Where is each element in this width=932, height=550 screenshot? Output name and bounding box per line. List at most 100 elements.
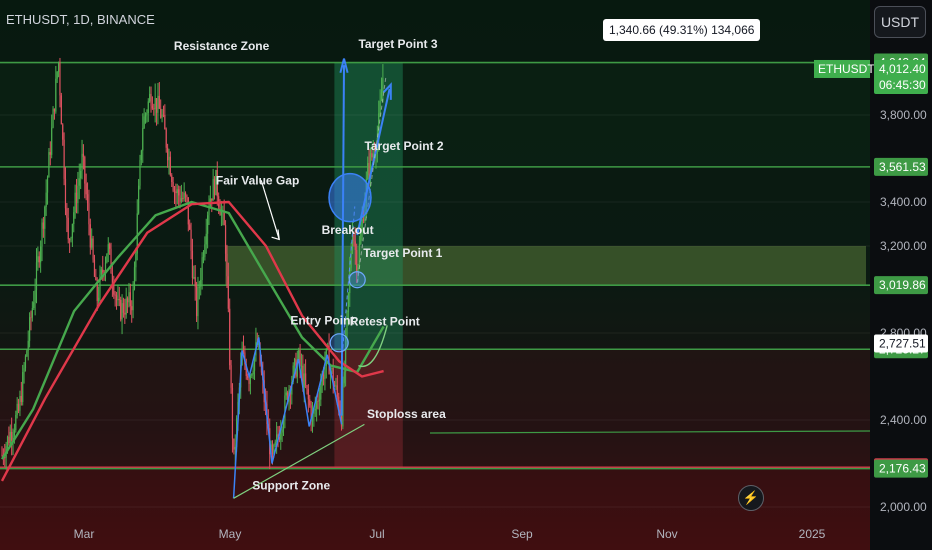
candle-body — [69, 239, 71, 241]
candle-body — [356, 250, 358, 275]
lightning-icon[interactable]: ⚡ — [738, 485, 764, 511]
candle-body — [176, 189, 178, 194]
candle-body — [178, 189, 180, 196]
candle-body — [277, 434, 279, 437]
candle-body — [99, 274, 101, 298]
candle-body — [200, 279, 202, 287]
candle-body — [89, 224, 91, 248]
candle-body — [342, 383, 344, 427]
candle-body — [133, 267, 136, 290]
candle-body — [91, 238, 93, 248]
candle-body — [71, 223, 73, 238]
candle-body — [96, 279, 98, 301]
candle-body — [242, 350, 245, 353]
candle-body — [42, 222, 44, 229]
candle-body — [168, 156, 170, 161]
candle-body — [234, 446, 236, 450]
candle-body — [122, 303, 125, 313]
candle-body — [191, 250, 194, 278]
candle-body — [280, 432, 282, 440]
measure-arrow — [340, 65, 345, 416]
candle-body — [311, 413, 314, 422]
x-tick-label: Sep — [511, 527, 533, 541]
candle-body — [336, 385, 338, 397]
candle-body — [51, 127, 53, 155]
candle-body — [121, 303, 123, 320]
candle-body — [151, 105, 154, 109]
current-price-tag-bg — [874, 59, 928, 94]
moving-average-red — [0, 200, 384, 482]
candle-body — [293, 359, 296, 366]
candle-body — [113, 283, 115, 295]
candle-body — [321, 374, 323, 387]
currency-button[interactable]: USDT — [874, 6, 926, 38]
candle-body — [189, 224, 191, 230]
current-price-tag: 4,012.40 — [879, 62, 926, 76]
annotation-label: Target Point 3 — [358, 37, 437, 51]
candle-body — [93, 259, 96, 277]
candle-body — [230, 365, 232, 388]
candle-body — [317, 401, 319, 403]
candle-body — [40, 246, 42, 263]
candle-body — [183, 192, 185, 199]
candle-body — [197, 287, 199, 317]
candle-body — [85, 183, 87, 195]
candle-body — [378, 113, 380, 139]
candle-body — [23, 368, 25, 373]
candle-body — [31, 308, 33, 318]
candle-body — [12, 435, 14, 441]
lower-band — [0, 349, 870, 468]
candle-body — [281, 429, 283, 433]
candle-body — [354, 241, 356, 251]
candle-body — [284, 395, 286, 421]
candle-body — [204, 244, 206, 257]
candle-body — [80, 171, 82, 179]
candle-body — [143, 116, 145, 129]
candle-body — [299, 350, 301, 366]
annotation-label: Fair Value Gap — [216, 174, 299, 188]
candle-body — [154, 98, 156, 110]
candle-body — [287, 392, 289, 402]
y-tick-label: 3,800.00 — [880, 108, 927, 122]
candle-body — [253, 355, 256, 371]
annotation-label: Target Point 1 — [363, 246, 442, 260]
candle-body — [155, 98, 158, 113]
zigzag-pattern — [232, 337, 343, 499]
retest-curve — [358, 325, 388, 368]
candle-body — [208, 206, 210, 216]
candle-body — [194, 277, 196, 287]
candle-body — [75, 192, 78, 204]
candle-body — [302, 365, 304, 388]
candle-body — [160, 108, 162, 118]
candle-body — [338, 396, 340, 410]
y-tick-label: 2,400.00 — [880, 413, 927, 427]
candle-body — [292, 365, 294, 382]
x-tick-label: Jul — [369, 527, 384, 541]
candle-body — [33, 302, 35, 309]
candle-body — [368, 163, 370, 176]
candle-body — [104, 262, 107, 274]
candle-body — [360, 231, 362, 244]
candle-body — [13, 430, 16, 436]
candle-body — [187, 197, 189, 225]
candle-body — [343, 371, 345, 384]
candle-body — [70, 237, 72, 240]
candle-body — [322, 374, 325, 380]
candle-body — [157, 95, 159, 113]
candle-body — [379, 100, 381, 114]
candle-body — [314, 408, 316, 411]
candle-body — [82, 153, 85, 157]
candle-body — [346, 312, 348, 336]
candle-body — [15, 414, 17, 431]
y-tick-label: 2,000.00 — [880, 500, 927, 514]
candle-body — [252, 370, 254, 375]
annotation-label: Retest Point — [350, 314, 420, 328]
candle-body — [77, 185, 79, 204]
candle-body — [300, 365, 303, 367]
candle-body — [205, 233, 207, 245]
candle-body — [229, 308, 231, 366]
fvg-pointer — [260, 180, 280, 240]
candle-body — [296, 360, 298, 377]
candle-body — [38, 256, 40, 263]
